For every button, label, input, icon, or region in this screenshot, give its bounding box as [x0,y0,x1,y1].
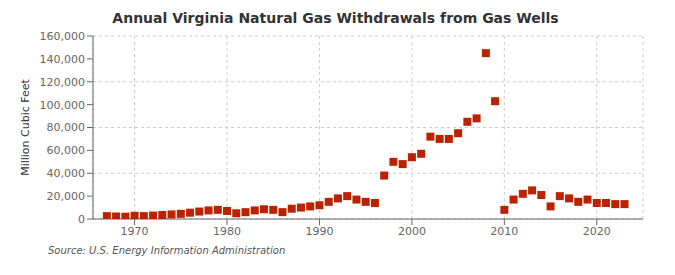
svg-text:2000: 2000 [398,225,426,238]
svg-text:1970: 1970 [121,225,149,238]
svg-text:2020: 2020 [583,225,611,238]
svg-text:1980: 1980 [213,225,241,238]
svg-text:20,000: 20,000 [47,190,86,203]
svg-text:160,000: 160,000 [40,30,86,43]
svg-text:2010: 2010 [490,225,518,238]
svg-text:0: 0 [78,213,85,226]
svg-text:100,000: 100,000 [40,99,86,112]
svg-text:1990: 1990 [305,225,333,238]
svg-text:120,000: 120,000 [40,76,86,89]
svg-text:140,000: 140,000 [40,53,86,66]
svg-text:40,000: 40,000 [47,167,86,180]
html-text:Annual Virginia Natural Gas Wi: Annual Virginia Natural Gas Withdrawals … [112,10,559,26]
svg-text:60,000: 60,000 [47,144,86,157]
html-text:Source: U.S. Energy Informatio: Source: U.S. Energy Information Administ… [48,245,286,256]
svg-text:80,000: 80,000 [47,121,86,134]
svg-text:Million Cubic Feet: Million Cubic Feet [19,78,32,175]
